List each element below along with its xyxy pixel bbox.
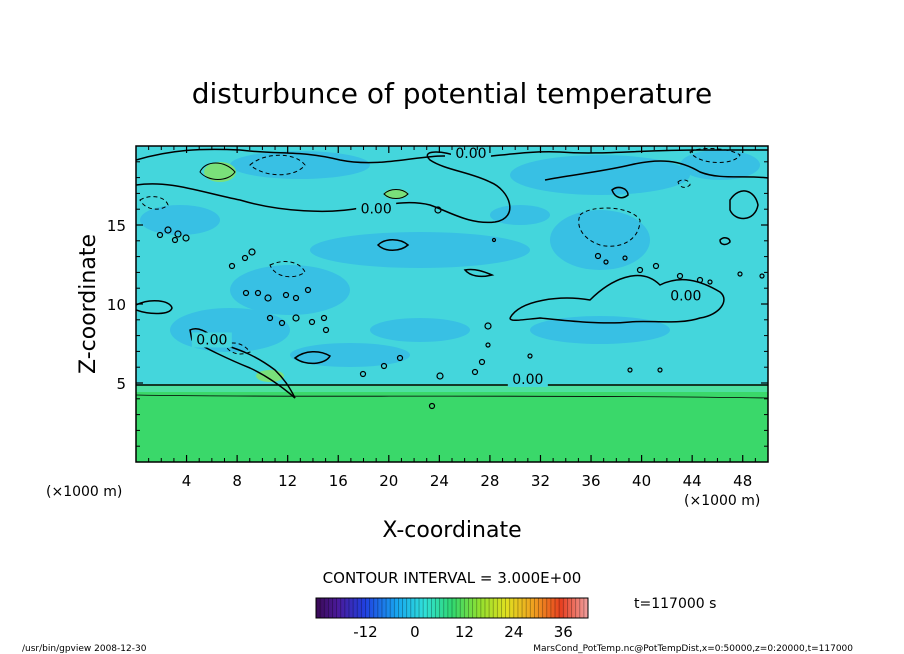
x-tick-label: 32	[531, 472, 550, 490]
chart-title: disturbunce of potential temperature	[192, 77, 713, 110]
x-tick-label: 44	[683, 472, 702, 490]
colorbar-tick-label: 24	[504, 623, 523, 641]
x-tick-label: 36	[581, 472, 600, 490]
colorbar-tick-label: 36	[554, 623, 573, 641]
x-tick-label: 20	[379, 472, 398, 490]
colorbar-ticks: -12 0 12 24 36	[353, 623, 573, 641]
contour-label-bg	[507, 372, 548, 387]
time-label: t=117000 s	[634, 596, 716, 612]
contours	[136, 148, 768, 399]
contour-label: 0.00	[196, 333, 227, 349]
x-tick-label: 48	[733, 472, 752, 490]
footer-left: /usr/bin/gpview 2008-12-30	[22, 644, 147, 654]
x-tick-label: 16	[329, 472, 348, 490]
cool-patches	[140, 150, 760, 367]
x-tick-label: 24	[430, 472, 449, 490]
contour-label-bg	[665, 288, 706, 304]
boundary-stripe	[136, 384, 768, 392]
negative-contours	[139, 147, 741, 355]
lower-field	[136, 391, 768, 462]
contour-label: 0.00	[670, 288, 701, 304]
x-tick-label: 4	[182, 472, 192, 490]
x-axis-ticks: 4 8 12 16 20 24 28 32 36 40 44 48	[148, 146, 756, 490]
y-axis-title: Z-coordinate	[76, 234, 101, 374]
contour-label: 0.00	[455, 146, 486, 162]
colorbar-tick-label: -12	[353, 623, 378, 641]
y-tick-label: 5	[116, 375, 126, 393]
contour-label: 0.00	[361, 201, 392, 217]
x-tick-label: 8	[232, 472, 242, 490]
small-contours	[156, 206, 765, 410]
colorbar: -12 0 12 24 36	[315, 597, 589, 641]
x-axis-title: X-coordinate	[382, 518, 521, 543]
colorbar-tick-label: 0	[410, 623, 420, 641]
x-tick-label: 12	[278, 472, 297, 490]
y-axis-ticks: 5 10 15	[107, 161, 768, 447]
contour-label: 0.00	[512, 372, 543, 388]
contour-interval: CONTOUR INTERVAL = 3.000E+00	[323, 569, 582, 587]
x-tick-label: 28	[480, 472, 499, 490]
contour-label-bg	[356, 201, 397, 217]
heatmap-field	[136, 146, 768, 462]
colorbar-frame	[315, 597, 589, 619]
contour-label-bg	[191, 332, 232, 348]
footer-right: MarsCond_PotTemp.nc@PotTempDist,x=0:5000…	[533, 644, 853, 654]
y-tick-label: 15	[107, 217, 126, 235]
contour-labels: 0.00 0.00 0.00 0.00 0.00	[191, 146, 706, 388]
x-unit-label: (×1000 m)	[684, 493, 760, 509]
y-tick-label: 10	[107, 296, 126, 314]
colorbar-gradient	[316, 598, 588, 618]
contour-label-bg	[450, 146, 491, 162]
x-tick-label: 40	[632, 472, 651, 490]
colorbar-tick-label: 12	[455, 623, 474, 641]
y-unit-label: (×1000 m)	[46, 484, 122, 500]
